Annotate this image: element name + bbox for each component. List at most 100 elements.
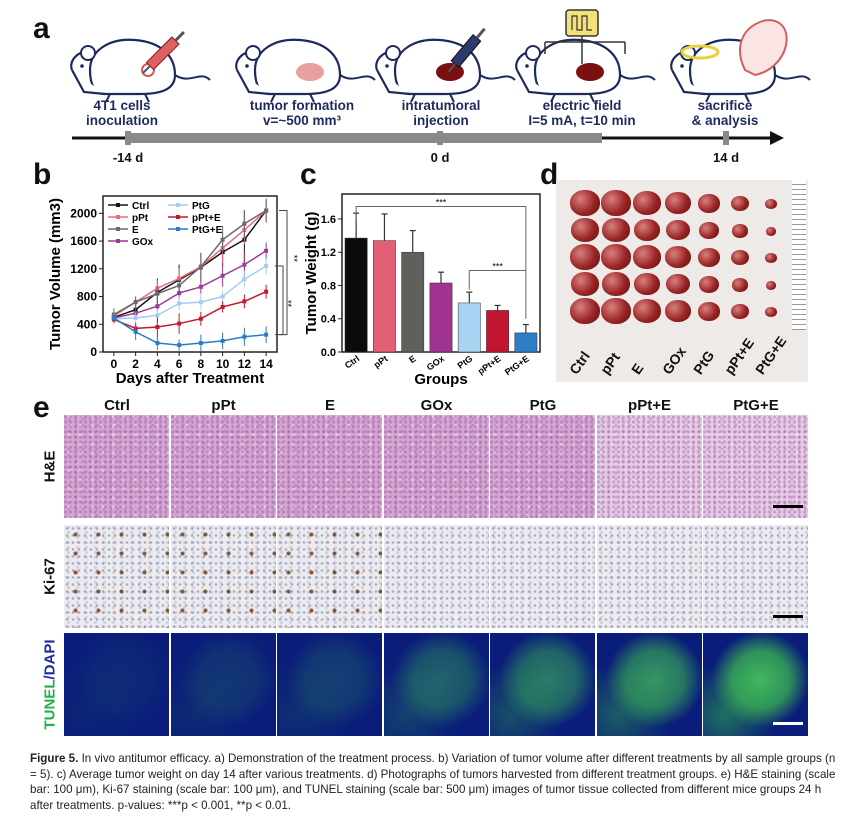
ki67-image: [596, 525, 702, 628]
tumor-sample: [766, 227, 776, 236]
data-point: [198, 284, 203, 289]
scale-bar: [773, 615, 803, 618]
bar-pPt+E: [486, 310, 509, 353]
stage-line2: injection: [413, 113, 469, 128]
data-point: [264, 208, 269, 213]
series-line: [113, 265, 267, 320]
timeline-bar: [128, 133, 602, 143]
panel-label-e: e: [33, 391, 50, 424]
caption-label: Figure 5.: [30, 752, 79, 765]
bar-Ctrl: [344, 237, 368, 353]
significance-bracket: [275, 265, 284, 336]
x-tick-label: E: [407, 353, 418, 365]
stage-inoculation: 4T1 cells inoculation: [47, 98, 197, 128]
series-line: [113, 250, 267, 319]
column-header: PtG: [529, 397, 557, 414]
bar-E: [401, 251, 425, 353]
data-point: [177, 283, 182, 288]
tumor-sample: [634, 273, 660, 296]
tumor-sample: [633, 299, 661, 323]
tunel-image: [596, 633, 702, 736]
treatment-schematic: [70, 9, 812, 145]
series-line: [113, 210, 267, 319]
data-point: [133, 329, 138, 334]
significance-bracket: [355, 205, 527, 319]
ki67-image: [277, 525, 382, 628]
stage-line1: 4T1 cells: [93, 98, 151, 113]
ruler: [792, 180, 806, 330]
y-axis-label: Tumor Weight (g): [303, 212, 320, 335]
legend-label: PtG: [192, 201, 210, 212]
tumor-group-label: E: [628, 360, 647, 378]
ki67-image: [64, 525, 169, 628]
x-tick-label: 4: [154, 357, 161, 371]
tumor-sample: [666, 220, 690, 241]
legend-marker: [116, 239, 120, 243]
data-point: [264, 248, 269, 253]
significance-label: **: [283, 300, 293, 308]
stage-line2: v=~500 mm³: [262, 113, 342, 128]
tumor-sample: [765, 253, 777, 264]
he-image: [383, 415, 489, 518]
legend-marker: [176, 203, 180, 207]
he-image: [277, 415, 382, 518]
tumor-sample: [665, 246, 691, 269]
y-tick-label: 800: [77, 290, 97, 304]
halo-icon: [680, 44, 720, 60]
y-tick-label: 0.0: [321, 347, 336, 359]
mouse-icon-electric-field: [515, 9, 657, 104]
tumor-group-label: GOx: [659, 343, 690, 378]
data-point: [198, 300, 203, 305]
mouse-icon-injection: [375, 27, 517, 104]
series-line: [113, 210, 267, 317]
he-image: [170, 415, 276, 518]
stage-line1: sacrifice: [697, 98, 753, 113]
bar-pPt: [373, 240, 396, 353]
he-image: [64, 415, 169, 518]
legend-label: pPt: [132, 213, 149, 224]
tumor-sample: [634, 219, 660, 242]
tumor-sample: [601, 190, 631, 216]
timeline-arrowhead: [770, 131, 784, 145]
data-point: [177, 276, 182, 281]
stage-line1: tumor formation: [249, 98, 355, 113]
series-E: E: [108, 199, 269, 321]
caption-text: In vivo antitumor efficacy. a) Demonstra…: [30, 752, 836, 812]
tunel-image: [703, 633, 808, 736]
data-point: [177, 301, 182, 306]
legend-label: E: [132, 225, 139, 236]
figure-caption: Figure 5. In vivo antitumor efficacy. a)…: [30, 751, 840, 813]
ki67-image: [703, 525, 808, 628]
tumor-group-label: pPt+E: [721, 335, 758, 378]
series-pPt+E: pPt+E: [111, 213, 269, 337]
data-point: [242, 262, 247, 267]
data-point: [242, 299, 247, 304]
data-point: [220, 304, 225, 309]
y-tick-label: 0.8: [321, 280, 336, 292]
mouse-icon-tumor: [235, 38, 377, 104]
x-tick-label: GOx: [425, 353, 446, 372]
tumor-sample: [699, 222, 719, 239]
x-tick-label: 14: [259, 357, 273, 371]
wing-icon: [739, 19, 788, 77]
data-point: [111, 316, 116, 321]
significance-label: ***: [492, 262, 503, 272]
legend-marker: [116, 215, 120, 219]
column-header: Ctrl: [104, 397, 130, 414]
data-point: [177, 321, 182, 326]
tumor-sample: [666, 274, 690, 295]
series-line: [113, 290, 267, 330]
y-tick-label: 0: [90, 345, 97, 359]
tumor-sample: [665, 300, 691, 323]
tumor-sample: [665, 192, 691, 215]
x-tick-label: Ctrl: [343, 353, 361, 370]
data-point: [242, 221, 247, 226]
legend-marker: [116, 203, 120, 207]
legend-label: GOx: [132, 237, 154, 248]
bar-PtG: [457, 302, 481, 353]
x-tick-label: 10: [216, 357, 230, 371]
tumor-sample: [633, 245, 661, 269]
y-tick-label: 1.2: [321, 247, 336, 259]
x-tick-label: 12: [238, 357, 252, 371]
